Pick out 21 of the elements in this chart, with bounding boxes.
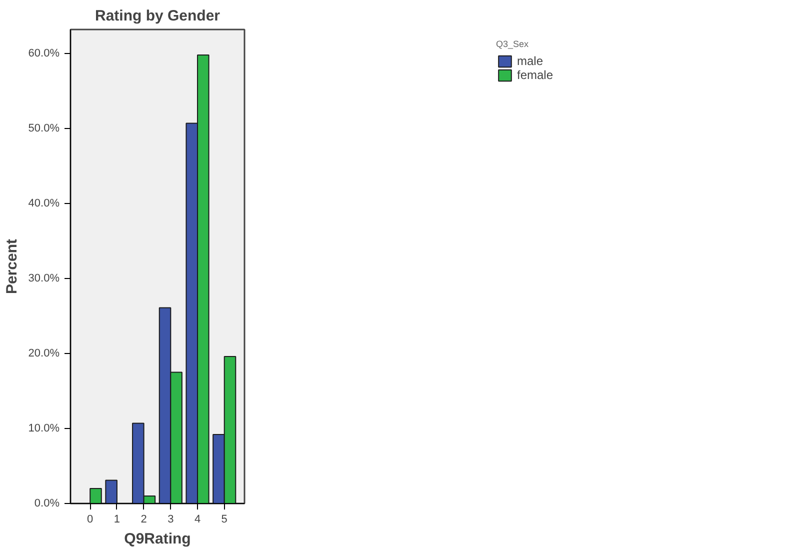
x-tick-label: 5 [221,514,228,526]
bar [90,488,102,504]
x-tick-label: 2 [140,514,147,526]
legend-label: female [516,68,554,82]
legend-title: Q3_Sex [496,39,530,49]
y-tick-label: 60.0% [28,48,60,60]
legend-label: male [516,54,543,68]
y-tick-label: 0.0% [34,498,60,510]
bar [105,480,118,504]
x-tick-label: 4 [194,514,201,526]
x-tick-label: 1 [114,514,120,526]
x-axis-title: Q9Rating [124,530,191,548]
y-tick-label: 50.0% [28,122,60,134]
chart-title: Rating by Gender [94,8,220,24]
y-tick-label: 40.0% [28,198,60,210]
x-tick-label: 0 [87,514,94,526]
x-tick-label: 3 [168,514,174,526]
y-tick-label: 30.0% [28,272,60,284]
y-tick-label: 10.0% [28,422,60,434]
y-axis-title: Percent [3,238,20,294]
y-tick-label: 20.0% [28,348,60,360]
